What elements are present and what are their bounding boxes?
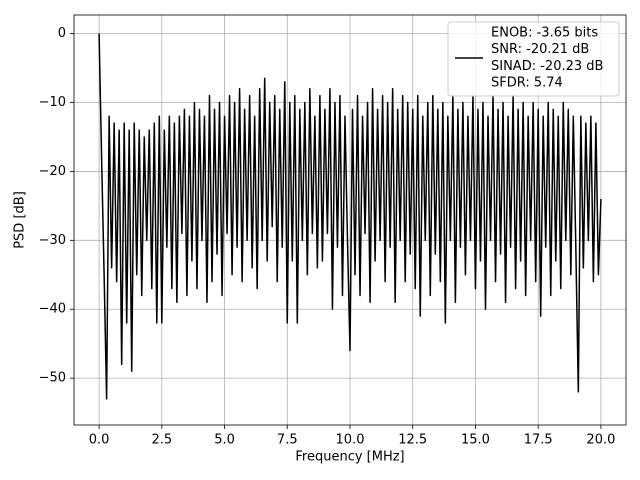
tick-layer: 0.0 2.5 5.0 7.5 10.0 12.5 15.0 17.5 20.0 −50 −40 −3…	[39, 26, 616, 447]
x-axis-label: Frequency [MHz]	[295, 450, 404, 465]
x-tick-label: 17.5	[524, 433, 553, 448]
legend-label: SFDR: 5.74	[491, 76, 563, 91]
y-tick-label: 0	[58, 26, 66, 41]
x-tick-label: 2.5	[151, 433, 172, 448]
legend-box	[447, 21, 620, 97]
x-tick-label: 7.5	[277, 433, 298, 448]
y-tick-label: −10	[39, 95, 66, 110]
data-line	[98, 33, 602, 400]
legend-label: SNR: -20.21 dB	[491, 42, 589, 57]
x-tick-label: 20.0	[586, 433, 615, 448]
x-tick-label: 10.0	[336, 433, 365, 448]
legend-label: SINAD: -20.23 dB	[491, 59, 603, 74]
y-tick-label: −30	[39, 233, 66, 248]
y-tick-label: −50	[39, 371, 66, 386]
x-tick-label: 15.0	[461, 433, 490, 448]
x-tick-label: 12.5	[398, 433, 427, 448]
x-tick-label: 5.0	[214, 433, 235, 448]
y-axis-label: PSD [dB]	[13, 191, 28, 249]
legend-label: ENOB: -3.65 bits	[491, 26, 598, 41]
plot-layer	[98, 33, 602, 400]
x-tick-label: 0.0	[89, 433, 110, 448]
y-tick-label: −20	[39, 164, 66, 179]
y-tick-label: −40	[39, 302, 66, 317]
